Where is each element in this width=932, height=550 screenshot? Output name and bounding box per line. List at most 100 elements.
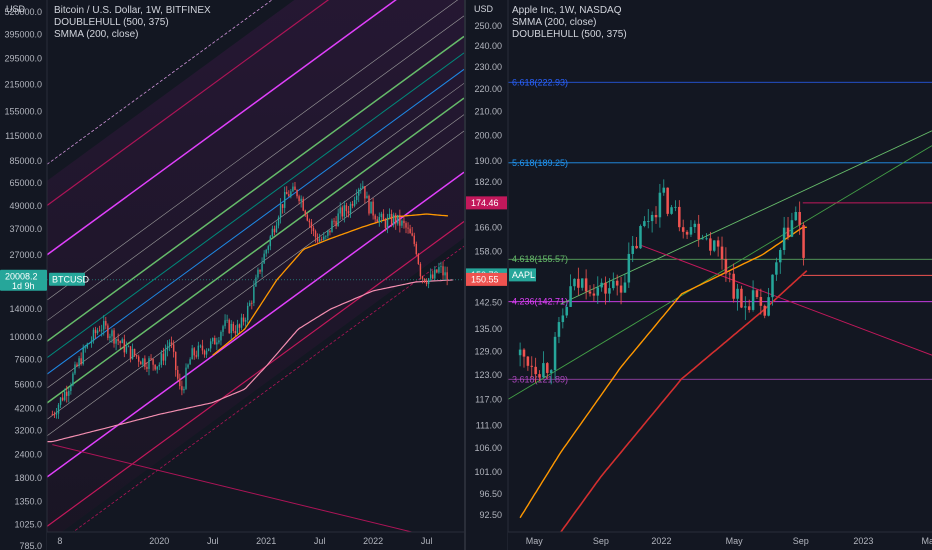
aapl-x-tick-label: Sep	[793, 536, 809, 546]
btc-candle	[90, 340, 93, 344]
btc-channel-line-13	[47, 221, 464, 527]
btc-candle	[197, 345, 200, 357]
aapl-candle	[561, 315, 565, 323]
aapl-chart-canvas[interactable]: 6.618(222.93) 5.618(189.25) 4.618(155.57) 4…	[466, 0, 932, 550]
btc-candle	[386, 217, 389, 228]
btc-y-tick-label: 155000.0	[4, 106, 42, 116]
btc-candle	[283, 191, 286, 208]
btc-candle	[113, 330, 115, 344]
btc-candle	[185, 367, 187, 389]
btc-candle	[66, 391, 68, 396]
btc-candle	[388, 213, 391, 218]
btc-candle	[370, 201, 372, 214]
btc-candle	[277, 217, 280, 226]
aapl-candle	[674, 206, 677, 208]
aapl-candle	[747, 306, 751, 310]
aapl-fib-label-1: 5.618(189.25)	[512, 158, 568, 168]
aapl-candle	[577, 278, 580, 288]
btc-candle	[294, 186, 296, 191]
aapl-legend: Apple Inc, 1W, NASDAQ SMMA (200, close) …	[512, 5, 627, 41]
btc-candle	[127, 346, 130, 348]
btc-candle	[436, 269, 438, 273]
aapl-fib-label-0: 6.618(222.93)	[512, 77, 568, 87]
btc-candle	[442, 266, 444, 276]
btc-candle	[125, 347, 128, 353]
aapl-trend-green-2	[560, 130, 932, 305]
aapl-candle	[646, 221, 650, 222]
btc-legend-smma: SMMA (200, close)	[54, 29, 139, 40]
aapl-candle	[573, 278, 576, 287]
aapl-candle	[802, 225, 805, 258]
btc-candle	[150, 358, 152, 360]
btc-candle	[384, 219, 387, 228]
btc-candle	[53, 414, 56, 416]
btc-price-tag	[0, 269, 47, 291]
btc-candle	[232, 323, 235, 332]
btc-candle	[366, 195, 368, 199]
btc-candle	[144, 358, 146, 367]
btc-candle	[105, 321, 107, 326]
aapl-candle	[744, 306, 747, 308]
aapl-x-axis-bg	[508, 532, 932, 550]
aapl-smma-line	[519, 226, 807, 519]
btc-candle	[267, 246, 269, 250]
btc-chart-canvas[interactable]: 520000.0 395000.0 295000.0 215000.0 155000.0…	[0, 0, 464, 550]
btc-candle	[160, 353, 163, 365]
aapl-y-tick-label: 106.00	[474, 443, 502, 453]
btc-candle	[347, 211, 350, 214]
btc-candle	[129, 346, 132, 359]
btc-candle	[308, 220, 311, 223]
aapl-candle	[775, 262, 778, 275]
btc-candle	[146, 366, 148, 369]
aapl-candle	[631, 245, 634, 254]
aapl-candle	[584, 278, 588, 292]
aapl-candle	[569, 286, 572, 307]
btc-candle	[306, 214, 309, 221]
btc-candle	[286, 191, 288, 195]
btc-candle	[362, 186, 364, 189]
btc-candle	[94, 329, 97, 334]
aapl-candle	[546, 363, 549, 373]
btc-candle	[440, 266, 442, 268]
aapl-legend-smma: SMMA (200, close)	[512, 17, 597, 28]
btc-candle	[123, 339, 126, 353]
btc-candle	[372, 201, 374, 216]
btc-candle	[265, 249, 267, 254]
btc-y-tick-label: 395000.0	[4, 29, 42, 39]
btc-channel-line-5	[47, 35, 464, 342]
btc-candle	[425, 281, 428, 285]
aapl-candle	[670, 207, 673, 214]
btc-candle	[382, 213, 385, 220]
btc-candle	[100, 329, 103, 331]
btc-channel-line-1	[47, 0, 330, 206]
btc-channel-band	[47, 0, 464, 532]
aapl-legend-doublehull: DOUBLEHULL (500, 375)	[512, 29, 627, 40]
btc-candle	[380, 213, 383, 218]
aapl-y-tick-label: 182.00	[474, 177, 502, 187]
btc-candle	[115, 339, 117, 344]
btc-candle	[417, 254, 420, 264]
btc-candle	[269, 236, 272, 247]
btc-candle	[152, 359, 154, 365]
aapl-y-tick-label: 96.50	[479, 489, 502, 499]
aapl-candle	[728, 273, 732, 275]
btc-candle	[193, 348, 195, 356]
btc-candle	[419, 263, 422, 277]
btc-x-tick-label: Jul	[314, 536, 326, 546]
btc-chart-pane[interactable]: 520000.0 395000.0 295000.0 215000.0 155000.0…	[0, 0, 464, 550]
aapl-price-tag-value-0: 174.46	[471, 198, 499, 208]
aapl-currency-label: USD	[474, 4, 494, 14]
btc-candle	[154, 364, 156, 370]
aapl-candle	[751, 290, 755, 310]
btc-y-tick-label: 785.0	[19, 541, 42, 550]
btc-candle	[140, 361, 142, 365]
btc-candle	[234, 331, 237, 334]
btc-candle	[296, 190, 298, 197]
aapl-y-tick-label: 190.00	[474, 156, 502, 166]
aapl-chart-pane[interactable]: 6.618(222.93) 5.618(189.25) 4.618(155.57) 4…	[466, 0, 932, 550]
btc-candle	[438, 267, 440, 273]
btc-candle	[177, 370, 179, 379]
btc-y-tick-label: 65000.0	[9, 178, 42, 188]
aapl-candle	[557, 322, 561, 337]
pane-divider[interactable]	[464, 0, 466, 550]
